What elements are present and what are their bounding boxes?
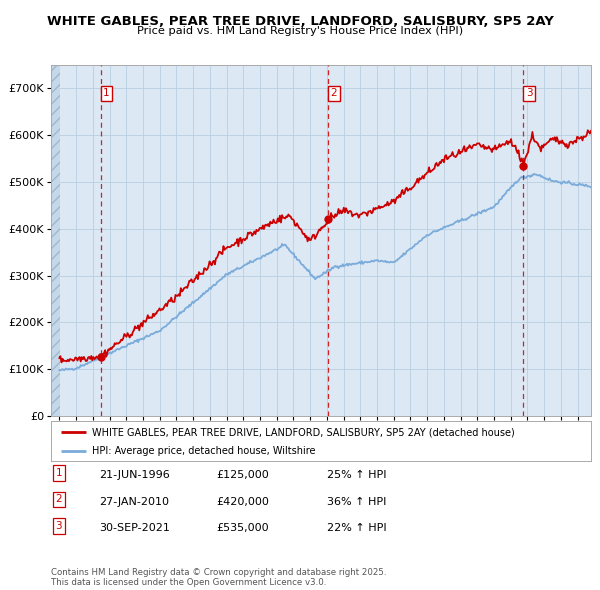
Bar xyxy=(51,65,60,416)
Text: 21-JUN-1996: 21-JUN-1996 xyxy=(99,470,170,480)
Text: 36% ↑ HPI: 36% ↑ HPI xyxy=(327,497,386,507)
Text: 3: 3 xyxy=(55,521,62,531)
Text: £125,000: £125,000 xyxy=(216,470,269,480)
Text: WHITE GABLES, PEAR TREE DRIVE, LANDFORD, SALISBURY, SP5 2AY: WHITE GABLES, PEAR TREE DRIVE, LANDFORD,… xyxy=(47,15,553,28)
Text: 22% ↑ HPI: 22% ↑ HPI xyxy=(327,523,386,533)
Text: £535,000: £535,000 xyxy=(216,523,269,533)
Text: HPI: Average price, detached house, Wiltshire: HPI: Average price, detached house, Wilt… xyxy=(91,445,315,455)
Text: 2: 2 xyxy=(331,88,337,99)
Text: 25% ↑ HPI: 25% ↑ HPI xyxy=(327,470,386,480)
Text: 30-SEP-2021: 30-SEP-2021 xyxy=(99,523,170,533)
Text: 3: 3 xyxy=(526,88,532,99)
Text: 2: 2 xyxy=(55,494,62,504)
Text: WHITE GABLES, PEAR TREE DRIVE, LANDFORD, SALISBURY, SP5 2AY (detached house): WHITE GABLES, PEAR TREE DRIVE, LANDFORD,… xyxy=(91,427,514,437)
Text: 1: 1 xyxy=(103,88,110,99)
Text: Price paid vs. HM Land Registry's House Price Index (HPI): Price paid vs. HM Land Registry's House … xyxy=(137,26,463,36)
Text: Contains HM Land Registry data © Crown copyright and database right 2025.
This d: Contains HM Land Registry data © Crown c… xyxy=(51,568,386,587)
Text: £420,000: £420,000 xyxy=(216,497,269,507)
Text: 1: 1 xyxy=(55,468,62,478)
Text: 27-JAN-2010: 27-JAN-2010 xyxy=(99,497,169,507)
